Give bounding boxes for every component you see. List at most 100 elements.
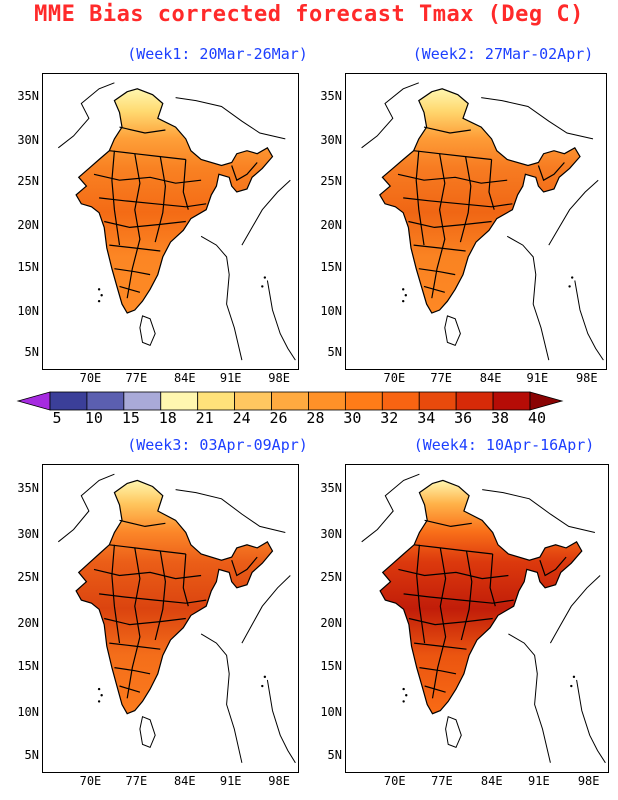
state-boundary-9 xyxy=(154,156,167,243)
state-boundary-8 xyxy=(126,153,141,299)
colorbar-label: 5 xyxy=(52,409,62,427)
lat-tick-label: 15N xyxy=(320,259,342,274)
colorbar xyxy=(16,391,564,411)
colorbar-label: 36 xyxy=(454,409,473,427)
colorbar-label: 28 xyxy=(306,409,325,427)
lon-tick-label: 84E xyxy=(480,774,503,788)
panel-3-subtitle: (Week3: 03Apr-09Apr) xyxy=(127,436,308,454)
coastline-2 xyxy=(548,179,599,246)
colorbar-segment xyxy=(197,391,236,411)
island-2 xyxy=(97,299,101,303)
state-boundary-5 xyxy=(109,642,161,650)
state-boundary-9 xyxy=(154,550,167,641)
state-boundary-12 xyxy=(231,162,258,182)
colorbar-segment xyxy=(49,391,88,411)
lon-tick-label: 77E xyxy=(125,774,148,788)
island-2 xyxy=(97,700,101,703)
island-0 xyxy=(97,687,101,691)
figure-title: MME Bias corrected forecast Tmax (Deg C) xyxy=(34,2,584,27)
state-boundary-1 xyxy=(109,150,186,161)
lat-tick-label: 15N xyxy=(17,259,39,274)
colorbar-label: 38 xyxy=(491,409,510,427)
island-3 xyxy=(263,675,267,679)
colorbar-segment xyxy=(234,391,272,411)
colorbar-label: 40 xyxy=(527,409,547,427)
lat-tick-label: 5N xyxy=(24,345,39,360)
state-boundary-5 xyxy=(413,244,466,252)
state-boundary-11 xyxy=(415,150,425,246)
state-boundary-6 xyxy=(419,667,457,675)
sri-lanka xyxy=(139,315,156,347)
sri-lanka xyxy=(445,716,462,749)
colorbar-label: 15 xyxy=(121,409,140,427)
lat-tick-label: 30N xyxy=(320,526,342,541)
state-boundary-11 xyxy=(416,544,426,644)
lon-tick-label: 98E xyxy=(268,371,290,385)
lon-tick-label: 91E xyxy=(528,774,550,788)
lon-tick-label: 77E xyxy=(430,371,453,385)
colorbar-segment xyxy=(381,391,420,411)
colorbar-segment xyxy=(123,391,162,411)
colorbar-segment xyxy=(86,391,125,411)
state-boundary-0 xyxy=(423,126,471,134)
coastline-0 xyxy=(361,473,420,543)
lat-tick-label: 25N xyxy=(17,174,39,189)
state-boundary-1 xyxy=(413,150,492,161)
lat-tick-label: 15N xyxy=(17,658,39,673)
lat-tick-label: 30N xyxy=(320,132,342,147)
colorbar-label: 32 xyxy=(380,409,399,427)
colorbar-segment xyxy=(308,391,346,411)
island-0 xyxy=(97,288,101,291)
colorbar-max-arrow xyxy=(529,391,564,411)
lat-tick-label: 25N xyxy=(17,569,39,584)
lon-tick-label: 70E xyxy=(383,371,406,385)
lat-tick-label: 20N xyxy=(17,218,39,233)
panel-4-subtitle: (Week4: 10Apr-16Apr) xyxy=(413,436,595,454)
state-boundary-3 xyxy=(99,593,207,604)
colorbar-segment xyxy=(492,391,531,411)
state-boundary-12 xyxy=(231,556,258,577)
india-region xyxy=(379,88,581,314)
coastline-0 xyxy=(361,82,419,149)
coastline-4 xyxy=(482,489,596,533)
coastline-1 xyxy=(200,235,243,361)
state-boundary-0 xyxy=(119,126,166,134)
map-svg-1 xyxy=(57,82,296,361)
state-boundary-5 xyxy=(109,244,161,252)
panel-2-subtitle: (Week2: 27Mar-02Apr) xyxy=(412,45,594,63)
india-region xyxy=(75,88,274,314)
island-3 xyxy=(263,276,267,279)
lat-tick-label: 25N xyxy=(320,174,342,189)
coastline-3 xyxy=(574,280,604,361)
lon-tick-label: 70E xyxy=(79,371,102,385)
lat-tick-label: 10N xyxy=(17,704,39,719)
lat-tick-label: 20N xyxy=(320,218,342,233)
panel-1-subtitle: (Week1: 20Mar-26Mar) xyxy=(127,45,308,63)
lon-tick-label: 84E xyxy=(173,371,196,385)
lon-tick-label: 84E xyxy=(173,774,196,788)
state-boundary-8 xyxy=(431,153,446,299)
lat-tick-label: 25N xyxy=(320,569,342,584)
lat-tick-label: 10N xyxy=(17,303,39,318)
lat-tick-label: 20N xyxy=(17,615,39,630)
coastline-1 xyxy=(506,235,550,361)
state-boundary-1 xyxy=(109,544,186,555)
map-panel-3 xyxy=(42,464,299,773)
lon-tick-label: 84E xyxy=(479,371,502,385)
coastline-3 xyxy=(576,679,606,764)
colorbar-label: 26 xyxy=(269,409,288,427)
map-panel-2 xyxy=(345,73,607,370)
lat-tick-label: 5N xyxy=(327,345,342,360)
lat-tick-label: 20N xyxy=(320,615,342,630)
colorbar-segment xyxy=(160,391,199,411)
lat-tick-label: 35N xyxy=(17,480,39,495)
island-2 xyxy=(402,299,405,303)
coastline-4 xyxy=(481,97,594,140)
island-1 xyxy=(404,294,407,297)
state-boundary-10 xyxy=(182,159,189,210)
map-svg-3 xyxy=(57,473,296,764)
state-boundary-3 xyxy=(99,197,207,208)
colorbar-label: 30 xyxy=(343,409,362,427)
colorbar-segment xyxy=(418,391,457,411)
colorbar-label: 34 xyxy=(417,409,436,427)
